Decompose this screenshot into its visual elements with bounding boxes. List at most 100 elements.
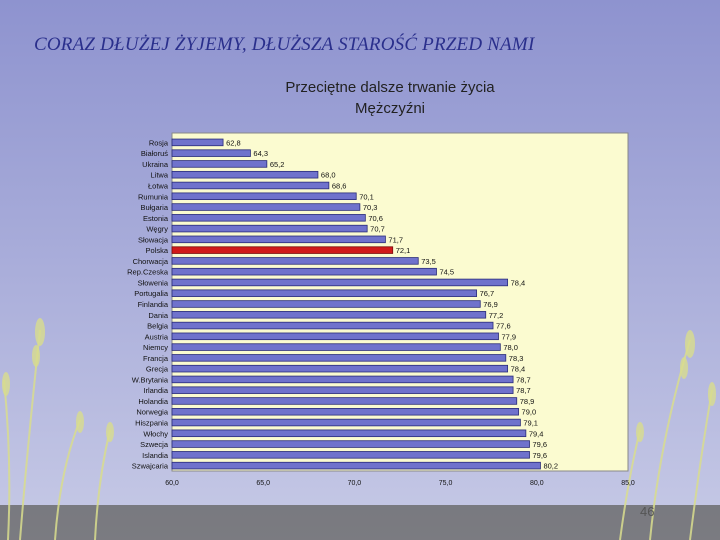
value-label: 70,3 (363, 203, 378, 212)
bar-0 (171, 138, 224, 147)
category-label: Litwa (150, 171, 168, 180)
category-label: Estonia (143, 214, 169, 223)
x-tick-label: 80,0 (530, 480, 544, 487)
category-label: Łotwa (148, 181, 169, 190)
value-label: 70,1 (359, 192, 374, 201)
bar-27 (171, 429, 527, 438)
x-tick-label: 70,0 (348, 480, 362, 487)
category-label: Włochy (143, 429, 168, 438)
bar-2 (171, 160, 268, 168)
category-label: Hiszpania (135, 419, 169, 428)
value-label: 74,5 (439, 268, 454, 277)
bar-13 (171, 278, 509, 287)
category-label: Islandia (142, 451, 169, 460)
bar-16 (171, 311, 487, 319)
page-number: 46 (640, 504, 655, 519)
category-label: Rosja (149, 138, 169, 147)
bar-28 (171, 440, 530, 448)
bar-20 (171, 354, 507, 362)
bar-17 (171, 321, 494, 330)
category-label: Dania (148, 311, 168, 320)
value-label: 80,2 (543, 462, 558, 471)
bar-6 (171, 203, 361, 211)
category-label: Norwegia (136, 408, 169, 417)
bar-29 (171, 451, 530, 459)
x-tick-label: 60,0 (165, 480, 179, 487)
value-label: 77,9 (501, 332, 516, 341)
bar-15 (171, 300, 481, 308)
value-label: 79,0 (522, 408, 537, 417)
category-label: Rumunia (138, 192, 169, 201)
category-label: Węgry (146, 225, 168, 234)
category-label: Irlandia (143, 386, 168, 395)
category-label: Niemcy (143, 343, 168, 352)
category-label: Ukraina (142, 160, 169, 169)
value-label: 79,6 (533, 451, 548, 460)
bar-7 (171, 214, 366, 222)
value-label: 64,3 (253, 149, 268, 158)
category-label: Bułgaria (140, 203, 168, 212)
x-tick-label: 85,0 (621, 480, 635, 487)
value-label: 65,2 (270, 160, 285, 169)
bar-18 (171, 332, 499, 341)
value-label: 79,1 (523, 419, 538, 428)
chart-title: Przeciętne dalsze trwanie życia (285, 79, 495, 96)
value-label: 77,2 (489, 311, 504, 320)
category-label: Polska (145, 246, 168, 255)
value-label: 78,3 (509, 354, 524, 363)
value-label: 78,4 (511, 278, 526, 287)
value-label: 78,7 (516, 375, 531, 384)
value-label: 73,5 (421, 257, 436, 266)
value-label: 78,0 (503, 343, 518, 352)
category-label: Belgia (147, 322, 169, 331)
category-label: Słowenia (138, 278, 169, 287)
bar-3 (171, 170, 319, 179)
category-label: Francja (143, 354, 169, 363)
slide-title: CORAZ DŁUŻEJ ŻYJEMY, DŁUŻSZA STAROŚĆ PRZ… (34, 34, 535, 55)
value-label: 78,9 (520, 397, 535, 406)
bar-14 (171, 289, 478, 297)
value-label: 71,7 (388, 235, 403, 244)
category-label: Portugalia (134, 289, 169, 298)
value-label: 70,7 (370, 225, 385, 234)
bar-12 (171, 267, 437, 276)
category-label: Szwecja (140, 440, 169, 449)
value-label: 77,6 (496, 322, 511, 331)
bar-5 (171, 192, 357, 200)
category-label: Holandia (138, 397, 168, 406)
category-label: W.Brytania (132, 375, 169, 384)
bar-9 (171, 235, 386, 244)
value-label: 70,6 (368, 214, 383, 223)
value-label: 78,4 (511, 365, 526, 374)
category-label: Austria (145, 332, 169, 341)
category-label: Finlandia (138, 300, 169, 309)
value-label: 78,7 (516, 386, 531, 395)
bar-11 (171, 257, 419, 265)
bar-26 (171, 418, 521, 427)
bar-22 (171, 375, 514, 384)
category-label: Rep.Czeska (127, 268, 169, 277)
bar-10 (171, 246, 394, 254)
value-label: 68,0 (321, 171, 336, 180)
x-tick-label: 65,0 (256, 480, 270, 487)
bar-24 (171, 397, 518, 405)
bar-19 (171, 343, 501, 351)
value-label: 68,6 (332, 181, 347, 190)
category-label: Szwajcaria (132, 462, 169, 471)
bar-23 (171, 386, 514, 394)
bar-21 (171, 364, 509, 373)
bar-8 (171, 224, 368, 233)
x-tick-label: 75,0 (439, 480, 453, 487)
value-label: 62,8 (226, 138, 241, 147)
chart-subtitle: Mężczyźni (354, 100, 425, 117)
value-label: 79,6 (533, 440, 548, 449)
category-label: Białoruś (141, 149, 168, 158)
value-label: 79,4 (529, 429, 544, 438)
category-label: Chorwacja (133, 257, 169, 266)
value-label: 76,9 (483, 300, 498, 309)
category-label: Grecja (146, 365, 169, 374)
bar-1 (171, 149, 251, 157)
value-label: 72,1 (396, 246, 411, 255)
